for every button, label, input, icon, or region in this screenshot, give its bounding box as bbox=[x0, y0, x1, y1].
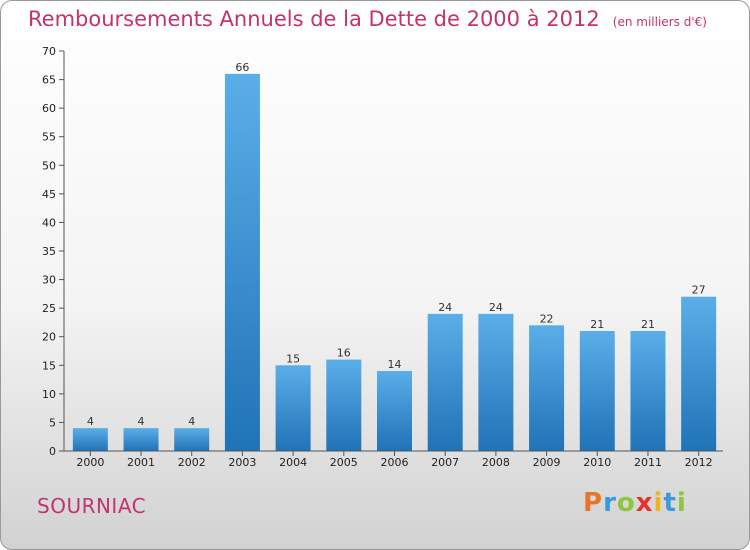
city-name: SOURNIAC bbox=[37, 494, 147, 518]
y-tick-label: 55 bbox=[42, 131, 56, 144]
bar-2008 bbox=[478, 313, 514, 451]
y-tick-label: 30 bbox=[42, 274, 56, 287]
chart-title-text: Remboursements Annuels de la Dette de 20… bbox=[28, 7, 600, 31]
y-tick-label: 20 bbox=[42, 331, 56, 344]
y-tick-label: 10 bbox=[42, 388, 56, 401]
chart-unit: (en milliers d'€) bbox=[612, 15, 707, 29]
data-label-2001: 4 bbox=[138, 415, 145, 428]
data-label-2003: 66 bbox=[235, 61, 249, 74]
x-tick-label: 2010 bbox=[583, 456, 611, 469]
data-label-2010: 21 bbox=[590, 318, 604, 331]
y-tick-label: 15 bbox=[42, 359, 56, 372]
bar-2005 bbox=[326, 359, 362, 451]
bar-series: 4 4 4 66 15 16 14 24 24 22 21 21 27 bbox=[72, 61, 717, 451]
data-label-2012: 27 bbox=[692, 284, 706, 297]
data-label-2004: 15 bbox=[286, 352, 300, 365]
x-tick-label: 2004 bbox=[279, 456, 307, 469]
bar-2007 bbox=[427, 313, 463, 451]
bar-2009 bbox=[529, 325, 565, 451]
x-tick-label: 2009 bbox=[533, 456, 561, 469]
logo-letter: i bbox=[653, 488, 664, 518]
data-label-2008: 24 bbox=[489, 301, 503, 314]
logo-letter: P bbox=[583, 488, 604, 518]
x-axis: 2000 2001 2002 2003 2004 2005 2006 2007 2008 2009… bbox=[64, 450, 723, 469]
x-tick-label: 2012 bbox=[685, 456, 713, 469]
data-label-2006: 14 bbox=[388, 358, 402, 371]
y-tick-label: 50 bbox=[42, 159, 56, 172]
y-tick-label: 35 bbox=[42, 245, 56, 258]
bar-2011 bbox=[630, 331, 666, 451]
x-tick-label: 2008 bbox=[482, 456, 510, 469]
x-tick-label: 2003 bbox=[228, 456, 256, 469]
y-tick-label: 40 bbox=[42, 216, 56, 229]
bar-2006 bbox=[377, 371, 412, 451]
bar-2002 bbox=[174, 428, 210, 451]
x-tick-label: 2002 bbox=[178, 456, 206, 469]
y-tick-label: 5 bbox=[49, 416, 56, 429]
x-tick-label: 2011 bbox=[634, 456, 662, 469]
x-tick-label: 2006 bbox=[381, 456, 409, 469]
y-axis: 0 5 10 15 20 25 30 35 40 45 50 55 60 65 70 bbox=[42, 45, 65, 458]
y-tick-label: 65 bbox=[42, 74, 56, 87]
proxiti-logo: Proxiti bbox=[583, 488, 687, 518]
y-tick-label: 0 bbox=[49, 445, 56, 458]
y-tick-label: 45 bbox=[42, 188, 56, 201]
x-tick-label: 2005 bbox=[330, 456, 358, 469]
bar-2004 bbox=[275, 365, 311, 451]
data-label-2007: 24 bbox=[438, 301, 452, 314]
x-tick-label: 2000 bbox=[76, 456, 104, 469]
data-label-2002: 4 bbox=[188, 415, 195, 428]
data-label-2011: 21 bbox=[641, 318, 655, 331]
bar-2003 bbox=[224, 73, 260, 451]
data-label-2009: 22 bbox=[540, 312, 554, 325]
y-tick-label: 25 bbox=[42, 302, 56, 315]
logo-letter: r bbox=[603, 488, 617, 518]
chart-title: Remboursements Annuels de la Dette de 20… bbox=[28, 7, 707, 31]
logo-letter: i bbox=[676, 488, 687, 518]
bar-2001 bbox=[123, 428, 159, 451]
logo-letter: x bbox=[635, 488, 654, 518]
x-tick-label: 2001 bbox=[127, 456, 155, 469]
logo-letter: o bbox=[616, 488, 636, 518]
bar-2010 bbox=[579, 331, 615, 451]
bar-2012 bbox=[681, 296, 717, 451]
y-tick-label: 70 bbox=[42, 45, 56, 58]
bar-2000 bbox=[72, 428, 108, 451]
data-label-2000: 4 bbox=[87, 415, 94, 428]
logo-letter: t bbox=[663, 488, 677, 518]
y-tick-label: 60 bbox=[42, 102, 56, 115]
data-label-2005: 16 bbox=[337, 347, 351, 360]
x-tick-label: 2007 bbox=[431, 456, 459, 469]
